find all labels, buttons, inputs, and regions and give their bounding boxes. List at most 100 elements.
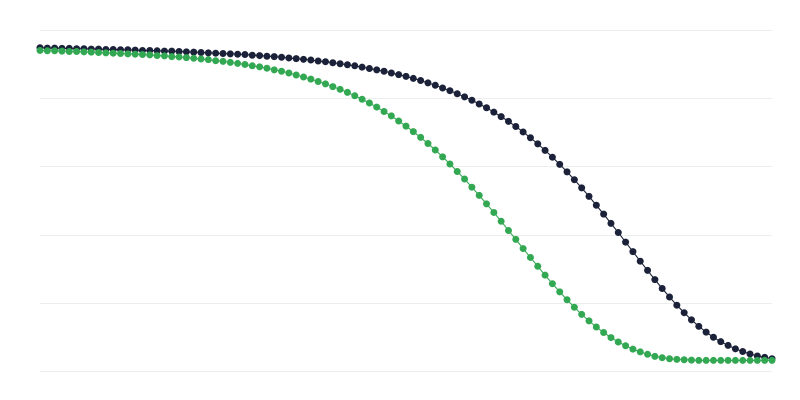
data-point xyxy=(387,112,395,120)
data-point xyxy=(314,77,322,85)
data-point xyxy=(490,208,498,216)
data-point xyxy=(461,175,469,183)
data-point xyxy=(483,200,491,208)
data-point xyxy=(321,80,329,88)
data-point xyxy=(409,74,417,82)
data-point xyxy=(475,100,483,108)
data-point xyxy=(270,66,278,74)
data-point xyxy=(541,271,549,279)
data-point xyxy=(102,49,110,57)
data-point xyxy=(168,53,176,61)
data-point xyxy=(285,54,293,62)
data-point xyxy=(109,49,117,57)
data-point xyxy=(746,356,754,364)
data-point xyxy=(395,71,403,79)
data-point xyxy=(307,75,315,83)
series-line xyxy=(39,47,773,360)
data-point xyxy=(373,103,381,111)
data-point xyxy=(168,47,176,55)
data-point xyxy=(417,76,425,84)
data-point xyxy=(644,266,652,274)
data-point xyxy=(241,60,249,68)
data-point xyxy=(182,54,190,62)
data-point xyxy=(190,54,198,62)
data-point xyxy=(241,51,249,59)
data-point xyxy=(548,153,556,161)
data-point xyxy=(36,46,44,54)
data-point xyxy=(343,61,351,69)
data-point xyxy=(190,48,198,56)
data-point xyxy=(351,92,359,100)
data-point xyxy=(468,183,476,191)
series-series-green xyxy=(36,46,776,364)
data-point xyxy=(614,338,622,346)
data-point xyxy=(80,48,88,56)
data-point xyxy=(519,128,527,136)
data-point xyxy=(424,140,432,148)
data-point xyxy=(709,333,717,341)
data-point xyxy=(526,134,534,142)
data-point xyxy=(300,55,308,63)
data-point xyxy=(534,140,542,148)
data-point xyxy=(248,62,256,70)
data-point xyxy=(592,201,600,209)
gridline xyxy=(40,303,772,304)
data-point xyxy=(365,65,373,73)
data-point xyxy=(131,50,139,58)
data-point xyxy=(658,284,666,292)
data-point xyxy=(739,356,747,364)
data-point xyxy=(578,310,586,318)
data-point xyxy=(212,57,220,65)
data-point xyxy=(768,356,776,364)
data-point xyxy=(153,52,161,60)
data-point xyxy=(285,69,293,77)
data-point xyxy=(351,62,359,70)
data-point xyxy=(424,79,432,87)
data-point xyxy=(702,328,710,336)
data-point xyxy=(336,60,344,68)
data-point xyxy=(226,58,234,66)
data-point xyxy=(439,84,447,92)
data-point xyxy=(58,47,66,55)
data-point xyxy=(256,52,264,60)
data-point xyxy=(644,350,652,358)
data-point xyxy=(753,356,761,364)
data-point xyxy=(234,59,242,67)
data-point xyxy=(717,356,725,364)
data-point xyxy=(629,248,637,256)
data-point xyxy=(417,133,425,141)
data-point xyxy=(490,108,498,116)
data-point xyxy=(468,96,476,104)
data-point xyxy=(607,219,615,227)
data-point xyxy=(556,160,564,168)
data-point xyxy=(570,303,578,311)
data-point xyxy=(695,322,703,330)
series-series-dark xyxy=(36,44,776,363)
data-point xyxy=(673,301,681,309)
data-point xyxy=(695,356,703,364)
data-point xyxy=(300,73,308,81)
data-point xyxy=(278,53,286,61)
data-point xyxy=(702,356,710,364)
data-point xyxy=(687,316,695,324)
data-point xyxy=(673,355,681,363)
data-point xyxy=(263,64,271,72)
data-point xyxy=(680,356,688,364)
data-point xyxy=(717,338,725,346)
data-point xyxy=(504,227,512,235)
data-point xyxy=(329,83,337,91)
data-point xyxy=(585,192,593,200)
data-point xyxy=(365,99,373,107)
data-point xyxy=(248,51,256,59)
data-point xyxy=(534,262,542,270)
data-point xyxy=(95,49,103,57)
data-point xyxy=(329,59,337,67)
data-point xyxy=(226,50,234,58)
data-point xyxy=(739,348,747,356)
data-point xyxy=(600,210,608,218)
data-point xyxy=(453,168,461,176)
data-point xyxy=(395,117,403,125)
data-point xyxy=(204,49,212,57)
data-point xyxy=(622,238,630,246)
